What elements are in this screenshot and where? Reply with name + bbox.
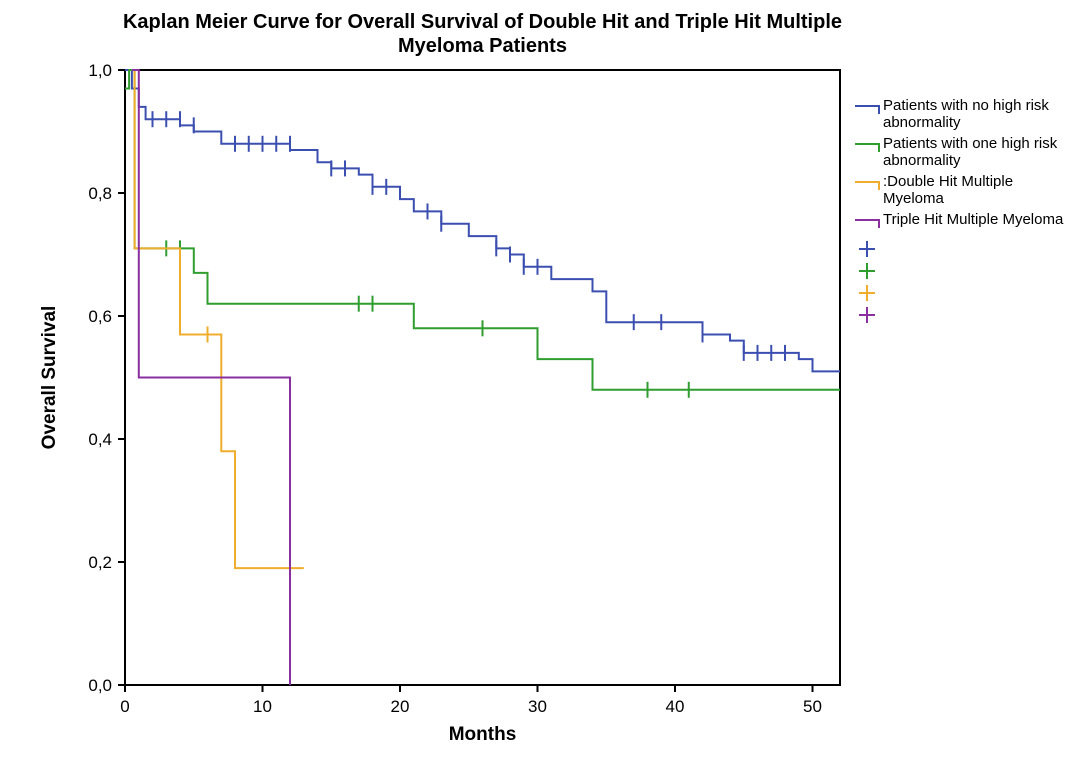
y-tick-label: 1,0: [88, 61, 112, 80]
x-axis-label: Months: [449, 724, 517, 745]
y-tick-label: 0,4: [88, 430, 112, 449]
legend-line-triple_hit: [855, 220, 879, 228]
legend-label-one_high_risk: Patients with one high risk: [883, 135, 1058, 152]
x-tick-label: 10: [253, 697, 272, 716]
km-survival-chart: Kaplan Meier Curve for Overall Survival …: [0, 0, 1080, 774]
y-tick-label: 0,0: [88, 676, 112, 695]
y-tick-label: 0,6: [88, 307, 112, 326]
chart-title-line1: Kaplan Meier Curve for Overall Survival …: [123, 11, 842, 33]
legend-label-no_high_risk: abnormality: [883, 114, 961, 131]
x-tick-label: 50: [803, 697, 822, 716]
legend-label-one_high_risk: abnormality: [883, 152, 961, 169]
legend-label-double_hit: :Double Hit Multiple: [883, 173, 1013, 190]
legend-label-no_high_risk: Patients with no high risk: [883, 97, 1049, 114]
chart-svg: Kaplan Meier Curve for Overall Survival …: [0, 0, 1080, 774]
y-axis-label: Overall Survival: [39, 306, 60, 450]
x-tick-label: 40: [666, 697, 685, 716]
x-tick-label: 20: [391, 697, 410, 716]
series-line-triple_hit: [132, 70, 290, 685]
y-tick-label: 0,2: [88, 553, 112, 572]
legend-label-triple_hit: Triple Hit Multiple Myeloma: [883, 211, 1064, 228]
x-tick-label: 30: [528, 697, 547, 716]
legend-label-double_hit: Myeloma: [883, 190, 945, 207]
x-tick-label: 0: [120, 697, 129, 716]
series-line-one_high_risk: [125, 70, 840, 390]
y-tick-label: 0,8: [88, 184, 112, 203]
legend-line-no_high_risk: [855, 106, 879, 114]
legend-line-double_hit: [855, 182, 879, 190]
chart-title-line2: Myeloma Patients: [398, 35, 567, 57]
legend-line-one_high_risk: [855, 144, 879, 152]
